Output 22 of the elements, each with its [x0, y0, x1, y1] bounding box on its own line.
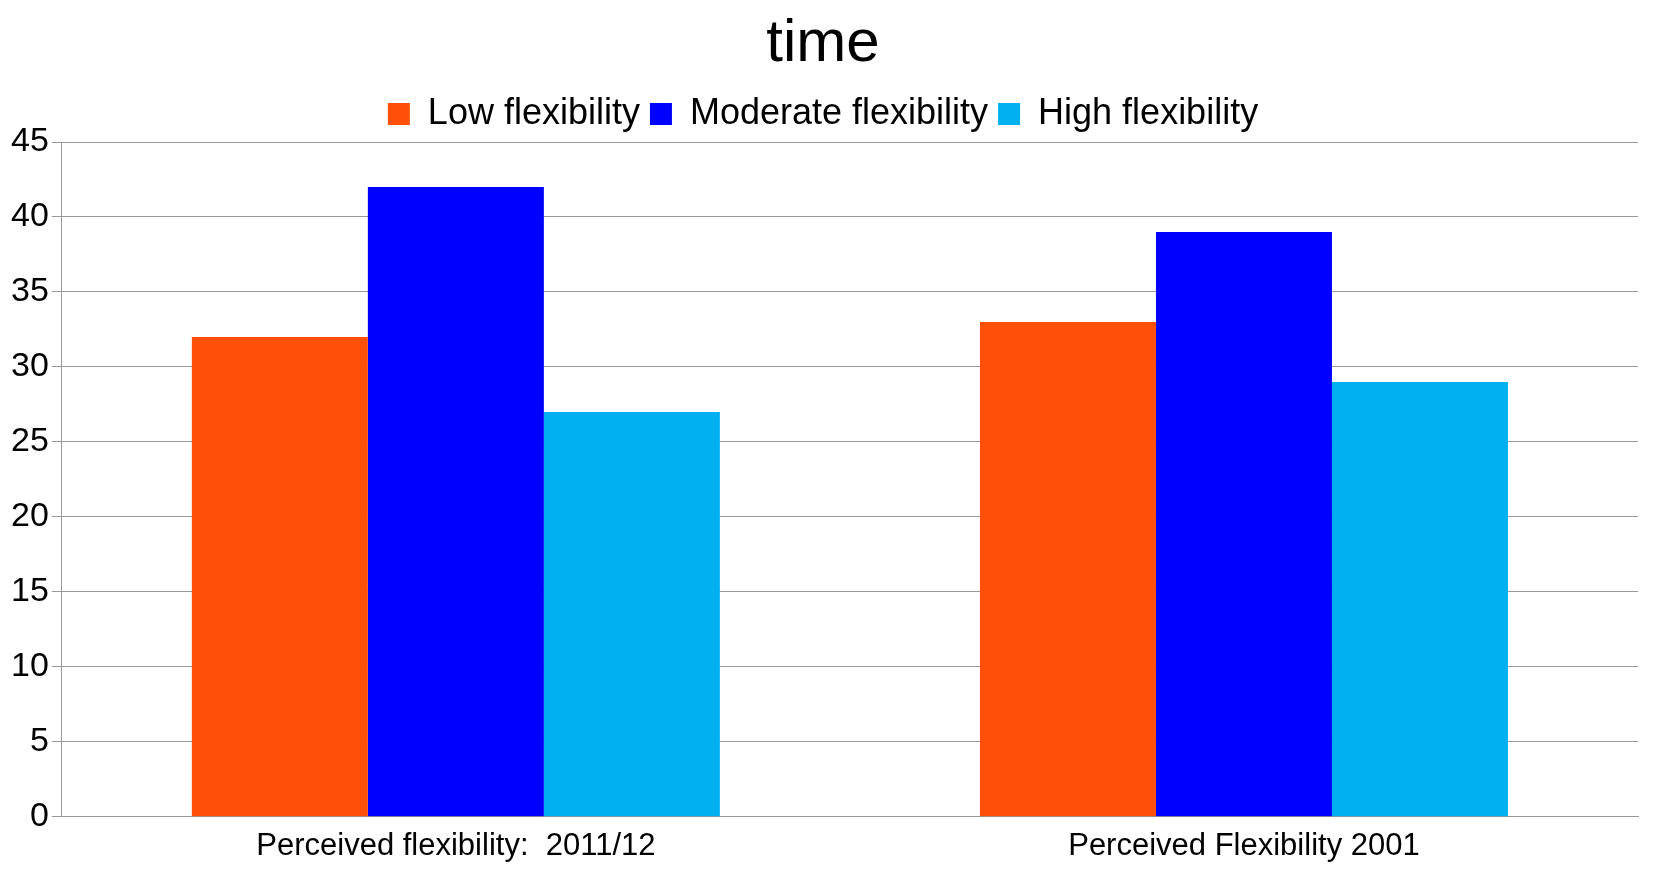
- y-tick-label: 35: [10, 270, 49, 309]
- y-tick-label: 30: [10, 345, 49, 384]
- y-tick-label: 25: [10, 420, 49, 459]
- x-tick-label: Perceived Flexibility 2001: [1068, 826, 1420, 862]
- y-tick-label: 20: [10, 495, 49, 534]
- y-tick-label: 15: [10, 570, 49, 609]
- legend-label: Moderate flexibility: [689, 90, 989, 132]
- legend-label: High flexibility: [1038, 90, 1259, 132]
- x-tick-label: Perceived flexibility: 2011/12: [256, 826, 656, 862]
- y-tick-label: 45: [10, 120, 49, 159]
- y-tick-label: 40: [10, 195, 49, 234]
- y-tick-label: 10: [10, 645, 49, 684]
- bar: [1155, 231, 1332, 817]
- y-tick-label: 0: [29, 795, 49, 834]
- bar: [979, 321, 1156, 817]
- legend-label: Low flexibility: [427, 90, 640, 132]
- bar: [367, 186, 544, 817]
- bar: [191, 336, 368, 817]
- bar: [1331, 381, 1508, 817]
- y-tick-label: 5: [29, 720, 49, 759]
- bar: [543, 411, 720, 817]
- chart-title: time: [766, 6, 880, 74]
